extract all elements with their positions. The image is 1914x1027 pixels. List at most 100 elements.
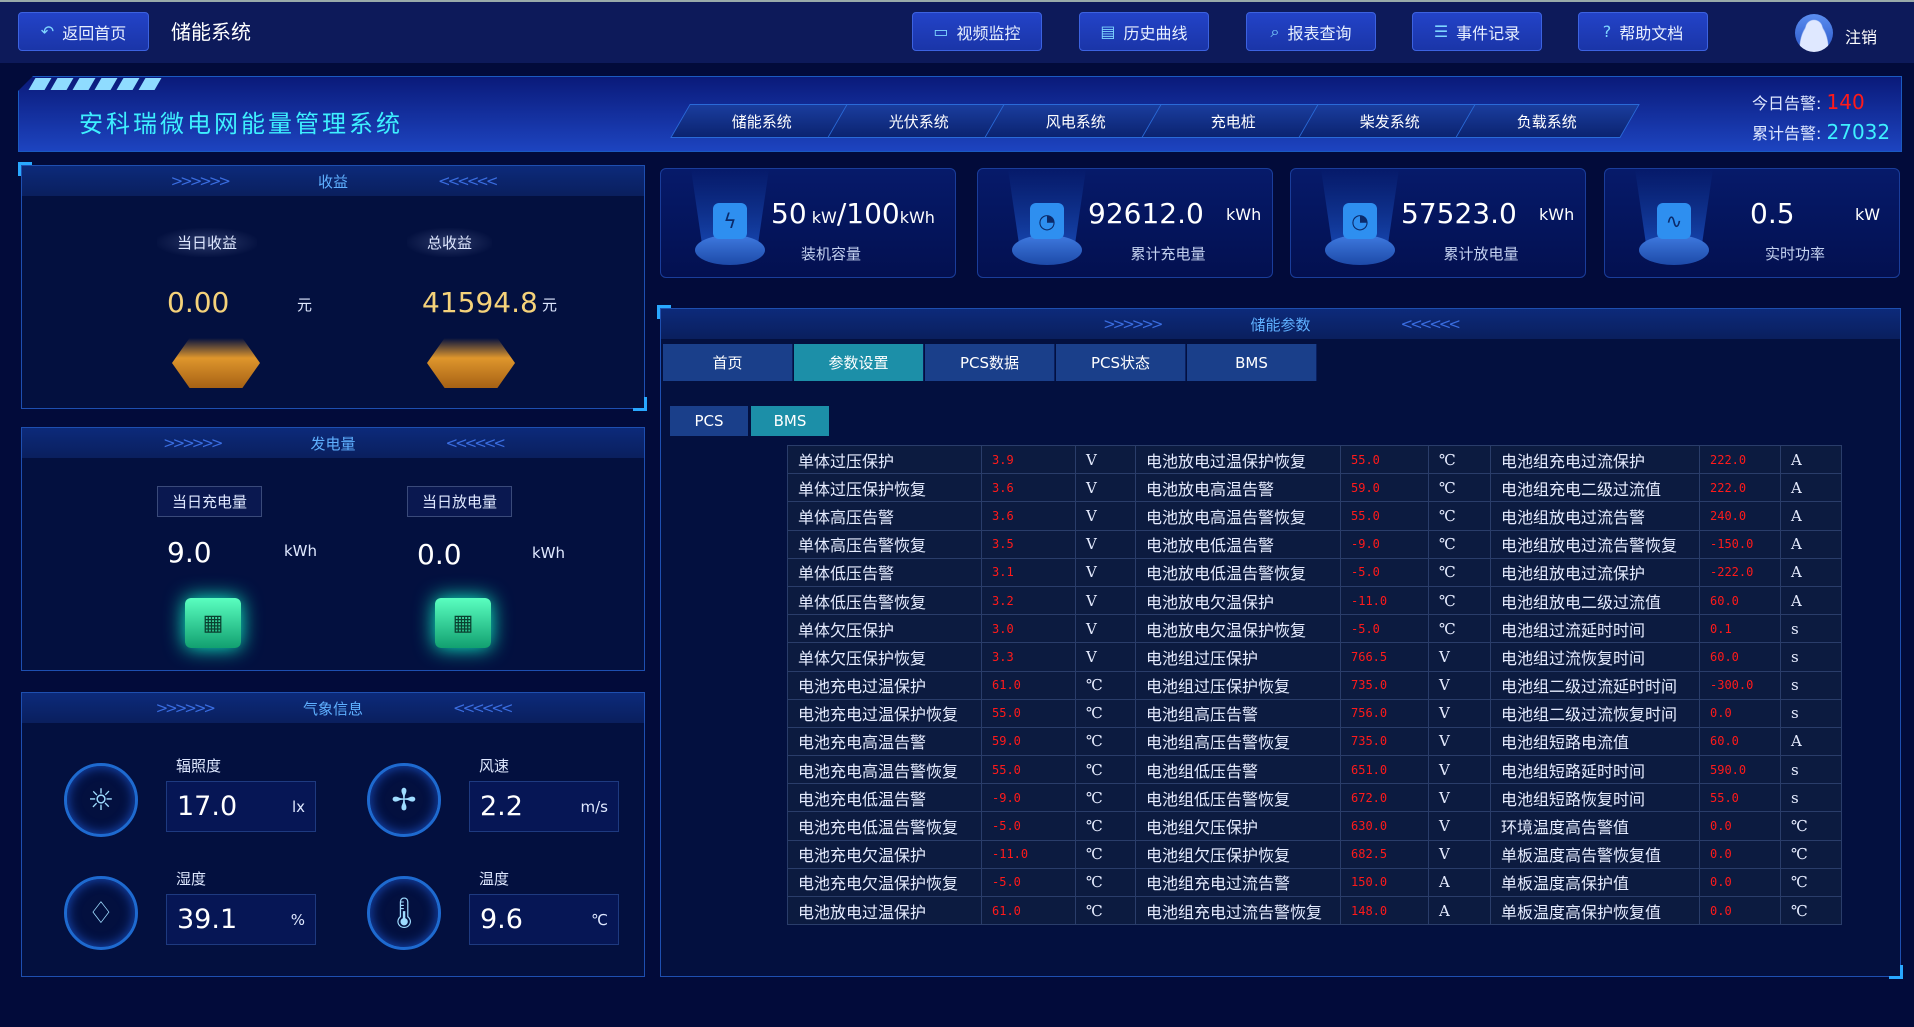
energy-panel: >>>>>> 发电量 <<<<<< 当日充电量 9.0 kWh ▦ 当日放电量 0.… [21, 427, 645, 671]
table-row: 电池充电过温保护恢复 55.0 ℃ 电池组高压告警 756.0 V 电池组二级过流恢复时间 0… [787, 698, 1842, 728]
param-value[interactable]: -5.0 [981, 811, 1076, 841]
param-value[interactable]: -300.0 [1699, 670, 1781, 700]
param-value[interactable]: 3.9 [981, 444, 1076, 475]
card-label: 实时功率 [1764, 245, 1825, 263]
param-unit: V [1428, 726, 1491, 757]
param-value[interactable]: 60.0 [1699, 585, 1781, 616]
param-value[interactable]: 651.0 [1340, 755, 1429, 785]
param-value[interactable]: 150.0 [1340, 867, 1429, 898]
param-value[interactable]: 3.0 [981, 614, 1076, 644]
avatar[interactable] [1795, 14, 1833, 52]
param-value[interactable]: 0.0 [1699, 698, 1781, 728]
system-tab-2[interactable]: 风电系统 [984, 104, 1169, 138]
param-value[interactable]: 3.5 [981, 529, 1076, 559]
system-tab-0[interactable]: 储能系统 [670, 104, 855, 138]
param-value[interactable]: 148.0 [1340, 895, 1429, 926]
battery-icon: ϟ [713, 203, 747, 239]
top-button-label: 视频监控 [956, 23, 1021, 43]
params-subtab-1[interactable]: BMS [751, 406, 829, 436]
param-value[interactable]: -9.0 [981, 783, 1076, 813]
param-value[interactable]: 735.0 [1340, 726, 1429, 757]
thermometer-icon: 🌡 [367, 876, 441, 950]
top-button-1[interactable]: ▤ 历史曲线 [1079, 12, 1209, 51]
param-value[interactable]: 60.0 [1699, 726, 1781, 757]
params-tab-2[interactable]: PCS数据 [925, 344, 1055, 381]
param-unit: ℃ [1428, 444, 1491, 475]
params-tab-1[interactable]: 参数设置 [794, 344, 924, 381]
param-value[interactable]: 222.0 [1699, 444, 1781, 475]
param-value[interactable]: 61.0 [981, 895, 1076, 926]
param-value[interactable]: 3.2 [981, 585, 1076, 616]
param-value[interactable]: 682.5 [1340, 839, 1429, 869]
back-home-button[interactable]: ↶ 返回首页 [18, 12, 149, 51]
help-icon: ? [1602, 22, 1612, 41]
param-unit: ℃ [1075, 811, 1136, 841]
param-value[interactable]: 222.0 [1699, 473, 1781, 503]
param-value[interactable]: 3.3 [981, 642, 1076, 672]
params-tab-0[interactable]: 首页 [663, 344, 793, 381]
stat-card: ◔ 57523.0 kWh 累计放电量 [1290, 168, 1586, 278]
charge-unit: kWh [284, 542, 318, 560]
param-value[interactable]: -150.0 [1699, 529, 1781, 559]
param-value[interactable]: 0.0 [1699, 811, 1781, 841]
logout-link[interactable]: 注销 [1845, 28, 1878, 47]
today-alarm-label: 今日告警: [1752, 94, 1822, 113]
param-value[interactable]: -11.0 [1340, 585, 1429, 616]
param-value[interactable]: -5.0 [981, 867, 1076, 898]
param-value[interactable]: 55.0 [1340, 501, 1429, 531]
param-value[interactable]: 240.0 [1699, 501, 1781, 531]
params-tab-4[interactable]: BMS [1187, 344, 1317, 381]
top-button-0[interactable]: ▭ 视频监控 [912, 12, 1042, 51]
param-value[interactable]: 756.0 [1340, 698, 1429, 728]
system-tab-4[interactable]: 柴发系统 [1298, 104, 1483, 138]
param-value[interactable]: 3.6 [981, 473, 1076, 503]
param-value[interactable]: 55.0 [1699, 783, 1781, 813]
table-row: 电池充电低温告警恢复 -5.0 ℃ 电池组欠压保护 630.0 V 环境温度高告警值 0.0 ℃ [787, 811, 1842, 841]
params-tab-3[interactable]: PCS状态 [1056, 344, 1186, 381]
param-value[interactable]: 0.1 [1699, 614, 1781, 644]
top-button-3[interactable]: ☰ 事件记录 [1412, 12, 1542, 51]
param-value[interactable]: 766.5 [1340, 642, 1429, 672]
system-tab-5[interactable]: 负载系统 [1455, 104, 1640, 138]
param-value[interactable]: 0.0 [1699, 839, 1781, 869]
params-subtab-0[interactable]: PCS [670, 406, 748, 436]
card-unit: kW [1855, 205, 1881, 224]
param-value[interactable]: 590.0 [1699, 755, 1781, 785]
param-unit: ℃ [1075, 895, 1136, 926]
table-row: 电池充电欠温保护恢复 -5.0 ℃ 电池组充电过流告警 150.0 A 单板温度高保护值 0.… [787, 867, 1842, 898]
param-value[interactable]: 735.0 [1340, 670, 1429, 700]
param-value[interactable]: 0.0 [1699, 867, 1781, 898]
card-value: 0.5 [1750, 197, 1795, 230]
weather-unit: lx [291, 797, 305, 816]
system-tab-3[interactable]: 充电桩 [1141, 104, 1326, 138]
param-value[interactable]: 60.0 [1699, 642, 1781, 672]
param-value[interactable]: 61.0 [981, 670, 1076, 700]
param-value[interactable]: 630.0 [1340, 811, 1429, 841]
system-tab-1[interactable]: 光伏系统 [827, 104, 1012, 138]
param-value[interactable]: -5.0 [1340, 557, 1429, 587]
params-title: 储能参数 [1250, 315, 1311, 334]
param-value[interactable]: 55.0 [981, 698, 1076, 728]
param-value[interactable]: -9.0 [1340, 529, 1429, 559]
param-unit: ℃ [1075, 783, 1136, 813]
param-value[interactable]: 59.0 [981, 726, 1076, 757]
today-alarm-value: 140 [1826, 90, 1865, 114]
param-name: 单板温度高保护值 [1490, 867, 1700, 898]
param-name: 电池放电过温保护恢复 [1135, 444, 1341, 475]
param-unit: ℃ [1075, 726, 1136, 757]
param-value[interactable]: 0.0 [1699, 895, 1781, 926]
top-button-4[interactable]: ? 帮助文档 [1578, 12, 1708, 51]
param-value[interactable]: 3.1 [981, 557, 1076, 587]
param-value[interactable]: 55.0 [981, 755, 1076, 785]
top-button-2[interactable]: ⌕ 报表查询 [1246, 12, 1376, 51]
param-value[interactable]: 55.0 [1340, 444, 1429, 475]
param-value[interactable]: 672.0 [1340, 783, 1429, 813]
param-value[interactable]: 3.6 [981, 501, 1076, 531]
fan-icon: ✢ [367, 763, 441, 837]
param-unit: A [1780, 473, 1842, 503]
param-value[interactable]: -222.0 [1699, 557, 1781, 587]
param-value[interactable]: 59.0 [1340, 473, 1429, 503]
param-value[interactable]: -11.0 [981, 839, 1076, 869]
param-value[interactable]: -5.0 [1340, 614, 1429, 644]
param-unit: V [1428, 670, 1491, 700]
